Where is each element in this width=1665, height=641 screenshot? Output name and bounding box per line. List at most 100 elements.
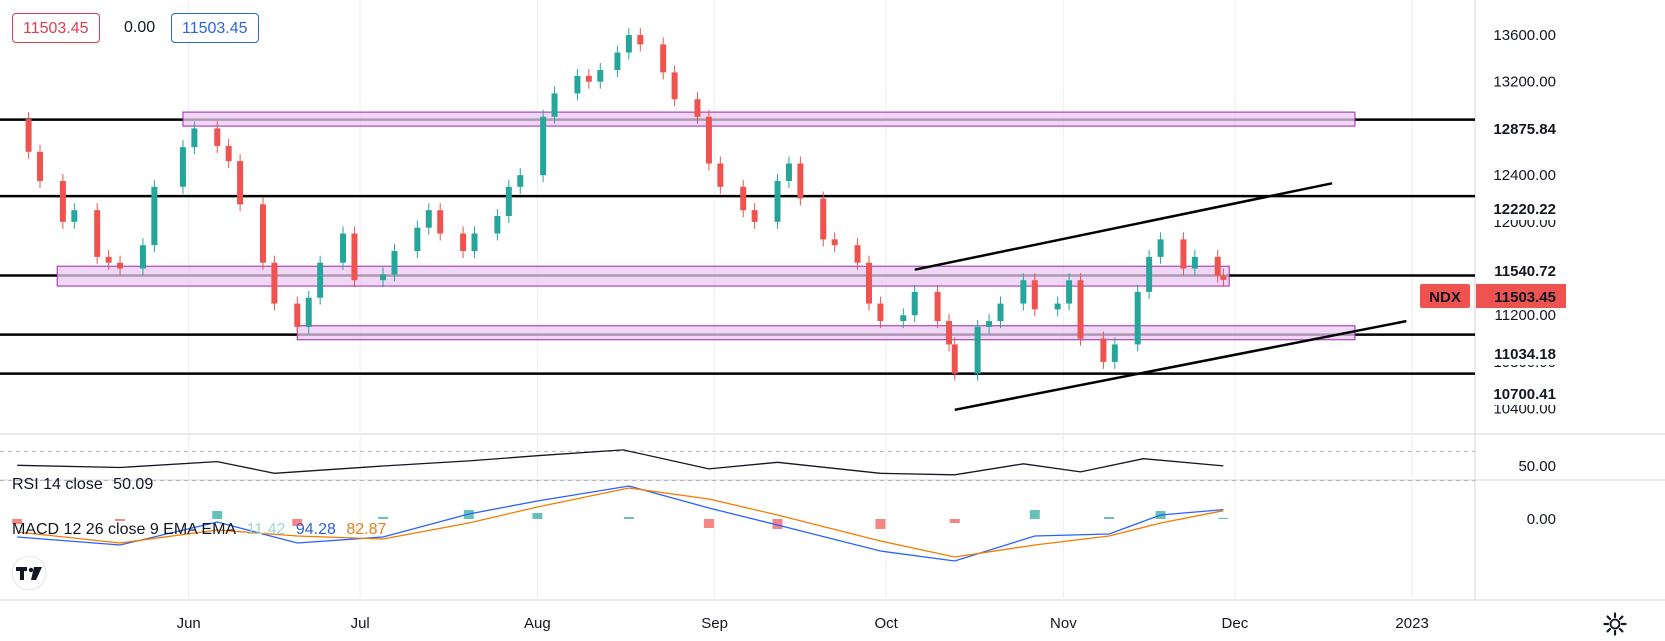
x-tick-label: Aug bbox=[524, 615, 551, 632]
candle-body bbox=[1191, 256, 1198, 269]
candle-body bbox=[540, 116, 547, 176]
candle-body bbox=[614, 52, 621, 71]
macd-histogram-bar bbox=[12, 519, 23, 524]
readout-open: 11503.45 bbox=[12, 13, 100, 43]
candle-body bbox=[471, 233, 478, 252]
readout-close: 11503.45 bbox=[171, 13, 259, 43]
candle-body bbox=[1031, 280, 1038, 310]
candle-body bbox=[986, 321, 993, 327]
price-zone bbox=[296, 325, 1356, 341]
candle-body bbox=[774, 180, 781, 222]
y-tick-label: 13600.00 bbox=[1493, 27, 1556, 44]
macd-histogram-bar bbox=[212, 511, 223, 519]
macd-histogram-bar bbox=[875, 519, 886, 529]
candle-body bbox=[585, 75, 592, 82]
candle-body bbox=[391, 251, 398, 275]
candle-body bbox=[934, 291, 941, 322]
macd-legend[interactable]: MACD 12 26 close 9 EMA EMA 11.42 94.28 8… bbox=[12, 521, 392, 539]
candle-body bbox=[94, 210, 101, 257]
candle-body bbox=[414, 227, 421, 252]
candle-body bbox=[191, 128, 198, 148]
level-tag bbox=[1476, 381, 1566, 405]
macd-histogram-bar bbox=[949, 519, 960, 523]
macd-histogram-bar bbox=[703, 519, 714, 528]
y-tick-label: 13200.00 bbox=[1493, 74, 1556, 91]
price-zone bbox=[182, 111, 1356, 127]
candle-body bbox=[1100, 338, 1107, 362]
x-tick-label: Nov bbox=[1050, 615, 1077, 632]
candle-body bbox=[117, 262, 124, 269]
candle-body bbox=[797, 163, 804, 199]
macd-title: MACD 12 26 close 9 EMA EMA bbox=[12, 521, 237, 538]
candle-body bbox=[1054, 303, 1061, 310]
level-tag-label: 11540.72 bbox=[1494, 263, 1556, 280]
candle-body bbox=[71, 210, 78, 222]
candle-body bbox=[717, 163, 724, 187]
candle-body bbox=[974, 326, 981, 374]
candle-body bbox=[705, 116, 712, 164]
macd-histogram-bar bbox=[378, 517, 389, 519]
candle-body bbox=[225, 145, 232, 162]
candle-body bbox=[1077, 280, 1084, 339]
tradingview-logo-icon[interactable] bbox=[6, 556, 52, 590]
y-tick-label: 11200.00 bbox=[1495, 307, 1556, 324]
candle-body bbox=[37, 151, 44, 181]
candle-body bbox=[877, 303, 884, 322]
candle-body bbox=[105, 256, 112, 263]
level-tag bbox=[1476, 341, 1566, 365]
macd-signal-value: 82.87 bbox=[346, 521, 387, 538]
rsi-title: RSI 14 close bbox=[12, 476, 103, 493]
candle-body bbox=[259, 204, 266, 263]
candle-body bbox=[551, 93, 558, 117]
macd-histogram-bar bbox=[1218, 517, 1229, 519]
candle-body bbox=[574, 75, 581, 94]
candle-body bbox=[785, 163, 792, 181]
candle-body bbox=[1066, 280, 1073, 304]
candle-body bbox=[671, 72, 678, 100]
level-tag-label: 12220.22 bbox=[1493, 201, 1556, 218]
settings-gear-icon[interactable] bbox=[1603, 612, 1627, 636]
candle-body bbox=[951, 344, 958, 374]
macd-histogram-bar bbox=[772, 519, 783, 529]
candle-body bbox=[340, 233, 347, 263]
rsi-line bbox=[17, 449, 1224, 476]
rsi-legend[interactable]: RSI 14 close 50.09 bbox=[12, 476, 159, 494]
candle-body bbox=[25, 119, 32, 152]
x-tick-label: Dec bbox=[1222, 615, 1249, 632]
candle-body bbox=[517, 175, 524, 187]
candle-body bbox=[1220, 275, 1227, 280]
macd-line-value: 94.28 bbox=[295, 521, 336, 538]
x-tick-label: Sep bbox=[701, 615, 728, 632]
trendline bbox=[914, 182, 1333, 271]
candle-body bbox=[946, 321, 953, 345]
candle-body bbox=[1157, 239, 1164, 257]
x-tick-label: 2023 bbox=[1395, 615, 1428, 632]
candle-body bbox=[831, 239, 838, 246]
y-tick-label: 12400.00 bbox=[1493, 167, 1556, 184]
macd-histogram-bar bbox=[292, 519, 303, 526]
candle-body bbox=[494, 216, 501, 234]
macd-histogram-bar bbox=[532, 513, 543, 519]
candle-body bbox=[505, 186, 512, 216]
candle-body bbox=[1146, 256, 1153, 292]
candle-body bbox=[694, 99, 701, 117]
candle-body bbox=[380, 274, 387, 281]
readout-change: 0.00 bbox=[124, 13, 156, 43]
x-tick-label: Oct bbox=[874, 615, 898, 632]
candle-body bbox=[139, 245, 146, 269]
rsi-value: 50.09 bbox=[113, 476, 154, 493]
price-zone bbox=[56, 265, 1230, 287]
candle-body bbox=[911, 291, 918, 316]
candle-body bbox=[660, 44, 667, 73]
candle-body bbox=[460, 233, 467, 252]
macd-histogram-bar bbox=[623, 517, 634, 519]
candle-body bbox=[425, 210, 432, 228]
candle-body bbox=[305, 297, 312, 327]
last-price-tag bbox=[1476, 284, 1566, 308]
level-tag bbox=[1476, 116, 1566, 140]
symbol-tag bbox=[1420, 284, 1470, 308]
candle-body bbox=[1020, 280, 1027, 304]
macd-hist-value: 11.42 bbox=[246, 521, 286, 538]
